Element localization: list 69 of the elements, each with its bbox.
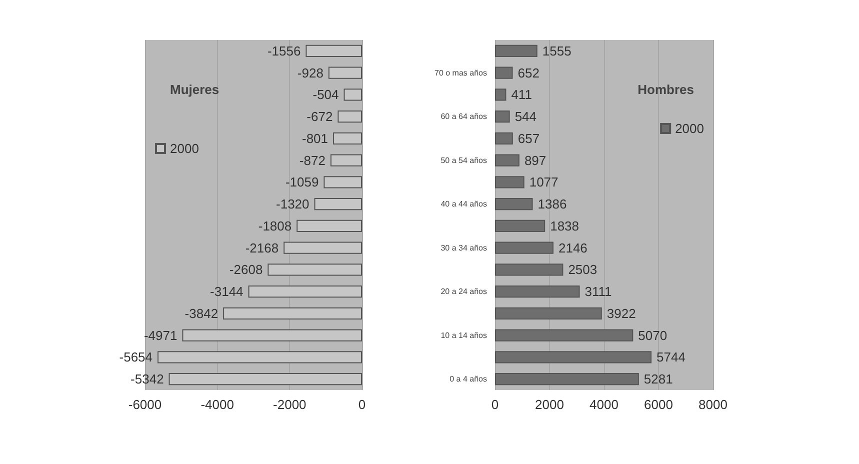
bar [495,264,564,276]
bar [495,88,506,101]
y-tick-label: 20 a 24 años [440,287,487,296]
x-tick-label: 0 [491,397,499,412]
bar [495,242,554,254]
data-label: -928 [297,65,324,80]
data-label: 2503 [568,262,598,278]
data-label: 3922 [606,306,636,321]
data-label: 544 [514,109,537,124]
bar [495,110,510,123]
bar [495,307,602,320]
data-label: -872 [299,152,326,168]
data-label: -1556 [267,43,301,58]
data-label: 5281 [644,372,673,387]
data-label: 1838 [550,218,580,234]
legend-label: 2000 [675,121,704,136]
data-label: 1386 [538,196,567,212]
data-label: 1555 [542,43,572,58]
bar [495,66,513,79]
bar [495,329,634,342]
data-label: -672 [306,109,333,124]
data-label: -504 [312,87,339,102]
x-tick-label: 6000 [644,397,673,412]
bar [495,351,652,364]
data-label: 3111 [584,284,612,300]
bar [495,154,520,166]
data-label: 411 [511,87,532,102]
data-label: 5744 [656,350,686,365]
y-tick-label: 30 a 34 años [440,243,487,252]
x-tick-label: 2000 [535,397,564,412]
data-label: -2608 [229,262,263,278]
data-label: 897 [524,152,546,168]
x-tick-label: 8000 [698,397,728,412]
data-label: -5342 [130,372,164,387]
x-tick-label: -4000 [200,397,234,412]
y-tick-label: 10 a 14 años [440,330,487,340]
bar [495,373,639,386]
y-tick-label: 40 a 44 años [440,200,487,209]
data-label: -801 [302,130,328,146]
data-label: -1059 [285,174,319,190]
data-label: 657 [518,130,540,146]
data-label: -1808 [258,218,292,234]
y-tick-label: 50 a 54 años [440,156,487,165]
bar [495,198,533,210]
y-tick-label: 60 a 64 años [440,112,487,122]
x-tick-label: 4000 [590,397,618,412]
data-label: -1320 [276,196,310,212]
x-tick-label: -6000 [128,397,162,412]
data-label: -3144 [210,284,244,300]
data-label: 652 [518,65,540,80]
bar [495,220,546,232]
data-label: -5654 [119,350,153,365]
y-tick-label: 0 a 4 años [450,374,487,384]
text: Mujeres [170,82,220,97]
y-tick-label: 70 o mas años [434,68,487,78]
data-label: -3842 [184,306,218,321]
bar [495,132,513,144]
data-label: -4971 [144,328,178,343]
bar [495,176,524,188]
bar [495,286,580,298]
legend-label: 2000 [170,141,199,156]
data-label: 5070 [638,328,668,343]
data-label: 2146 [558,240,588,256]
bar [495,44,538,57]
text: Hombres [638,82,694,97]
data-label: 1077 [529,174,558,190]
x-tick-label: 0 [358,397,366,412]
data-label: -2168 [245,240,279,256]
x-tick-label: -2000 [273,397,306,412]
